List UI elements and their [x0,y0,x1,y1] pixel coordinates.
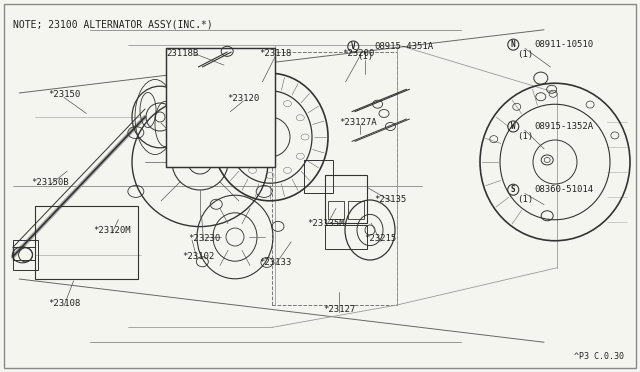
Text: *23118: *23118 [259,49,291,58]
Text: 23118B: 23118B [166,49,198,58]
Text: W: W [511,122,516,131]
Text: S: S [511,185,516,194]
Text: (1): (1) [516,195,533,204]
Text: *23120: *23120 [227,94,259,103]
Text: *23135M: *23135M [308,219,345,228]
Bar [325,175,367,223]
Text: *23120M: *23120M [93,226,131,235]
Bar [272,52,397,305]
Bar [166,48,275,167]
Text: *23127: *23127 [323,305,355,314]
Bar [328,201,344,219]
Text: *23108: *23108 [48,299,80,308]
Text: N: N [511,40,516,49]
Bar [325,225,367,249]
Text: *23133: *23133 [259,258,291,267]
Text: *23200: *23200 [342,49,374,58]
Text: *23135: *23135 [374,195,406,203]
Text: 08911-10510: 08911-10510 [534,40,593,49]
Text: 08915-1352A: 08915-1352A [534,122,593,131]
Bar [348,201,364,219]
Text: V: V [351,42,356,51]
Text: ^P3 C.0.30: ^P3 C.0.30 [574,352,624,361]
Text: *23127A: *23127A [340,118,377,127]
Bar [304,160,333,193]
Text: (1): (1) [356,52,373,61]
Text: (1): (1) [516,132,533,141]
Text: 08915-4351A: 08915-4351A [374,42,433,51]
Text: NOTE; 23100 ALTERNATOR ASSY(INC.*): NOTE; 23100 ALTERNATOR ASSY(INC.*) [13,19,212,29]
Text: *23102: *23102 [182,252,214,261]
Bar [35,206,138,279]
Text: *23230: *23230 [189,234,221,243]
Bar [13,240,38,270]
Text: *23150: *23150 [48,90,80,99]
Text: *23215: *23215 [365,234,397,243]
Bar [166,48,275,167]
Text: *23150B: *23150B [31,178,68,187]
Text: 08360-51014: 08360-51014 [534,185,593,194]
Text: (1): (1) [516,50,533,59]
